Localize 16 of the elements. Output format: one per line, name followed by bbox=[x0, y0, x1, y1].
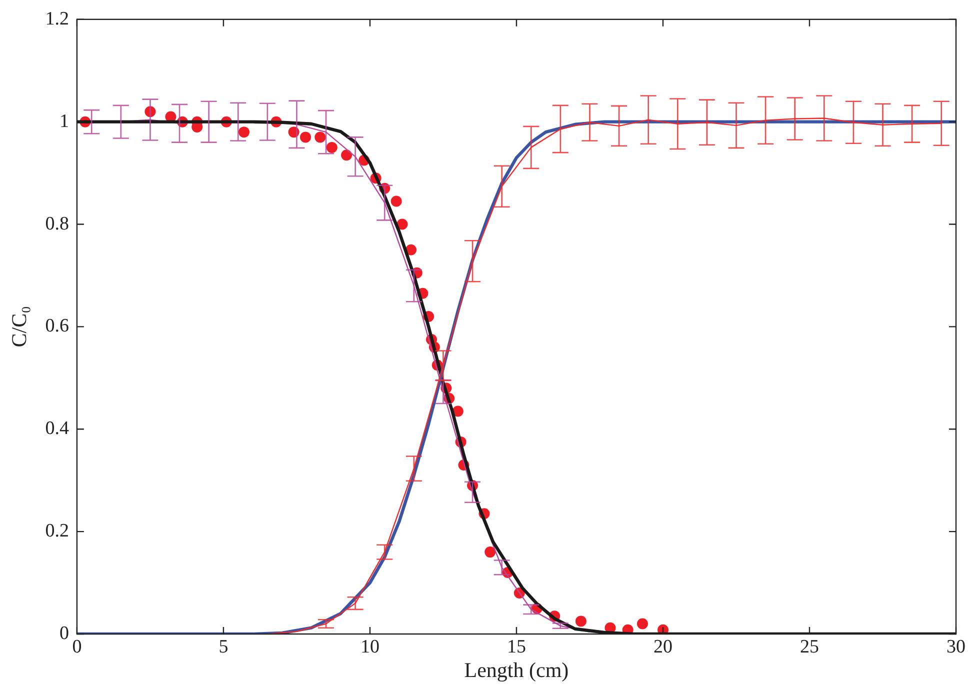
y-tick-label: 0 bbox=[59, 622, 69, 644]
x-tick-label: 0 bbox=[72, 636, 82, 658]
x-tick-label: 30 bbox=[946, 636, 966, 658]
y-tick-label: 0.6 bbox=[45, 316, 69, 337]
y-axis-title: C/C₀ bbox=[7, 306, 32, 348]
x-tick-label: 20 bbox=[653, 636, 672, 658]
y-tick-label: 0.2 bbox=[45, 520, 69, 542]
y-tick-label: 1 bbox=[59, 110, 69, 132]
y-tick-label: 0.8 bbox=[45, 213, 69, 234]
x-axis-title: Length (cm) bbox=[464, 658, 569, 682]
x-tick-label: 5 bbox=[218, 636, 228, 658]
x-tick-label: 25 bbox=[800, 636, 819, 658]
y-tick-label: 0.4 bbox=[45, 418, 70, 440]
x-tick-label: 10 bbox=[360, 636, 380, 658]
y-tick-label: 1.2 bbox=[45, 8, 69, 30]
x-tick-label: 15 bbox=[506, 636, 526, 658]
